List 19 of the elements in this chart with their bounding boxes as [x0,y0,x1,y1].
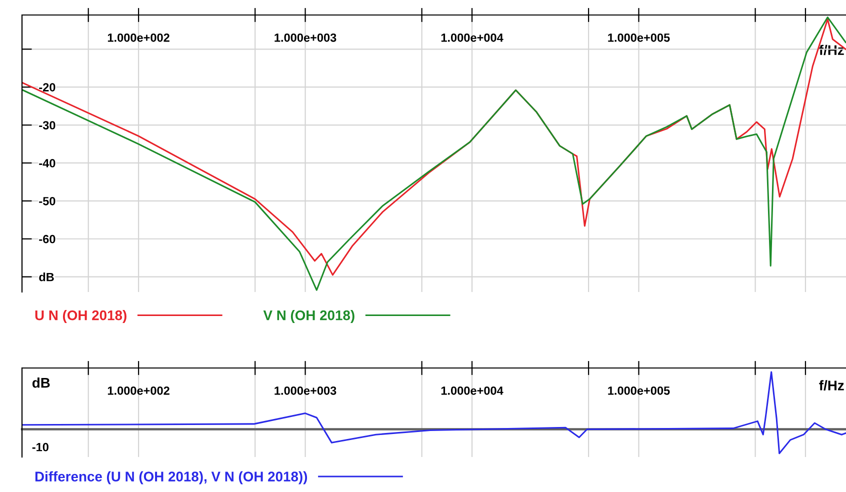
x-tick-label: 1.000e+002 [108,33,170,42]
x-tick-label: 1.000e+005 [608,33,670,42]
text: U N (OH 2018) [35,310,126,323]
x-axis-title: f/Hz [819,380,844,391]
x-tick-label: 1.000e+003 [274,33,336,42]
x-tick-label: 1.000e+003 [274,386,336,395]
y-tick-label: -50 [39,196,56,206]
x-tick-label: 1.000e+002 [108,386,170,395]
y-tick-label: dB [39,272,54,282]
x-tick-label: 1.000e+004 [441,386,504,395]
x-tick-label: 1.000e+004 [441,33,504,42]
series-label: V N (OH 2018) [263,310,354,323]
x-tick-label: 1.000e+005 [608,386,670,395]
y-tick-label: -40 [39,159,56,168]
annotation: -10 [32,442,48,452]
y-tick-label: -60 [39,234,56,244]
text: Difference (U N (OH 2018), V N (OH 2018)) [35,471,308,484]
y-tick-label: -20 [39,83,56,92]
y-tick-label: -30 [39,121,56,130]
